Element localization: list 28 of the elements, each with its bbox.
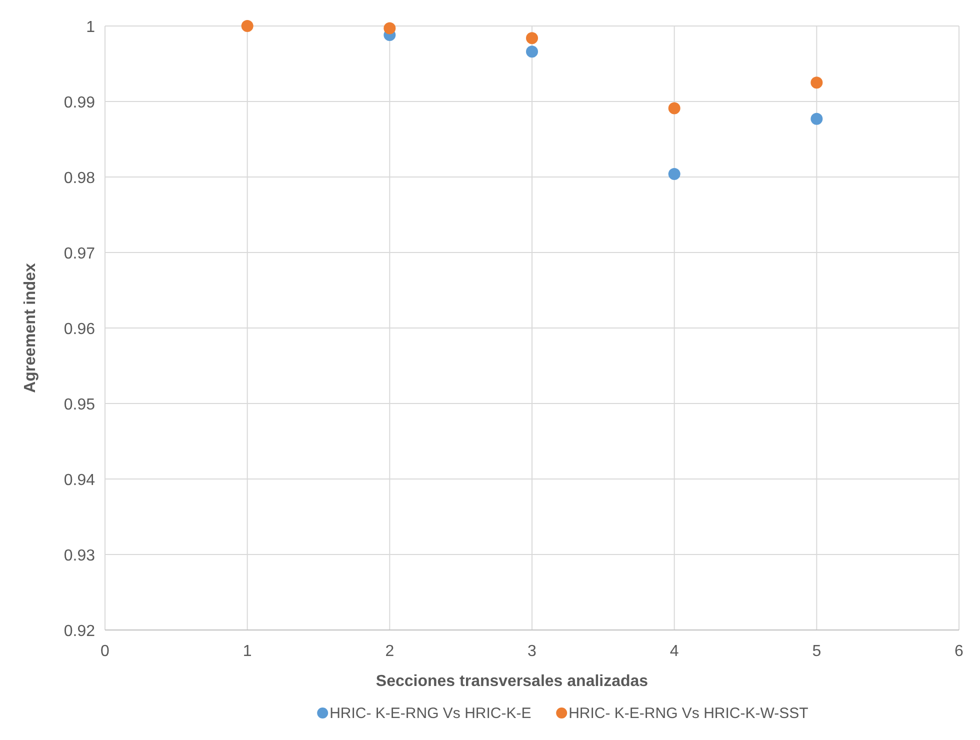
legend-label: HRIC- K-E-RNG Vs HRIC-K-E — [330, 705, 532, 722]
y-tick-label: 1 — [86, 19, 96, 36]
point — [810, 76, 823, 89]
y-tick-label: 0.99 — [64, 94, 96, 112]
x-tick-label: 2 — [385, 643, 394, 660]
x-tick-label: 1 — [242, 643, 252, 660]
y-tick-label: 0.93 — [64, 548, 96, 564]
y-tick-label: 0.92 — [64, 623, 96, 640]
x-tick-label: 4 — [670, 643, 679, 660]
y-tick-label: 0.98 — [64, 170, 96, 187]
x-tick-label: 5 — [812, 643, 822, 660]
x-tick-label: 3 — [528, 643, 537, 660]
x-axis-title: Secciones transversales analizadas — [376, 673, 648, 690]
y-tick-label: 0.97 — [64, 246, 96, 262]
y-tick-label: 0.96 — [64, 321, 96, 338]
x-tick-label: 0 — [100, 643, 110, 660]
point — [526, 46, 538, 58]
point — [668, 102, 680, 114]
y-tick-label: 0.95 — [64, 396, 96, 414]
y-tick-label: 0.94 — [64, 472, 96, 489]
x-tick-label: 6 — [954, 643, 964, 660]
legend-label: HRIC- K-E-RNG Vs HRIC-K-W-SST — [568, 705, 808, 722]
point — [241, 20, 254, 32]
point — [384, 22, 396, 34]
point — [668, 168, 680, 180]
y-axis-title: Agreement index — [22, 262, 39, 393]
point — [526, 32, 538, 44]
point — [810, 112, 823, 125]
